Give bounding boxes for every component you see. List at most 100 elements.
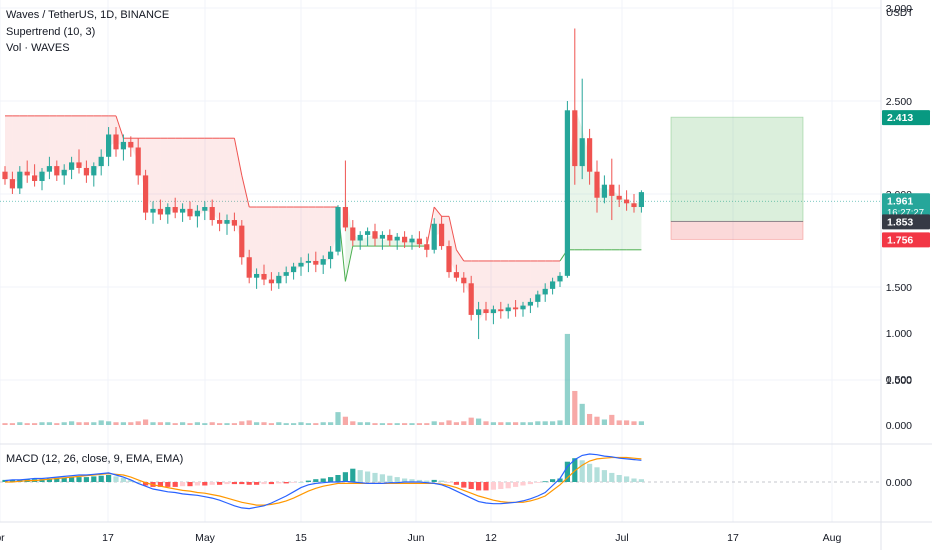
macd-histogram-bar (431, 479, 437, 482)
macd-histogram-bar (394, 477, 400, 482)
candle-body (246, 257, 252, 278)
candle-body (165, 207, 171, 215)
volume-bar (254, 422, 260, 425)
volume-bar (2, 423, 8, 425)
candle-body (609, 184, 615, 196)
macd-histogram-bar (217, 482, 223, 485)
currency-label[interactable]: USDT (886, 8, 914, 19)
macd-histogram-bar (594, 467, 600, 482)
volume-bar (24, 423, 30, 425)
supertrend-band (471, 260, 479, 321)
volume-bar (91, 422, 97, 425)
macd-legend[interactable]: MACD (12, 26, close, 9, EMA, EMA) (6, 453, 184, 465)
macd-histogram-bar (542, 481, 548, 483)
macd-histogram-bar (513, 482, 519, 487)
volume-bar (424, 423, 430, 425)
volume-bar (624, 420, 630, 425)
volume-bar (187, 423, 193, 425)
macd-histogram-bar (320, 478, 326, 482)
candle-body (557, 275, 563, 282)
price-label-text: 1.961 (887, 195, 913, 207)
volume-bar (461, 421, 467, 425)
candle-body (439, 223, 445, 247)
candle-body (387, 234, 393, 241)
macd-histogram-bar (298, 482, 304, 483)
volume-bar (520, 422, 526, 425)
volume-bar (439, 422, 445, 425)
volume-bar (291, 423, 297, 425)
candle-body (616, 195, 622, 200)
volume-bar (9, 423, 15, 425)
volume-bar (542, 421, 548, 425)
volume-bar (587, 413, 593, 425)
macd-histogram-bar (54, 477, 60, 482)
long-position-tool[interactable] (670, 116, 804, 240)
macd-histogram-bar (579, 460, 585, 482)
supertrend-band (5, 115, 13, 183)
macd-histogram-bar (527, 482, 533, 485)
macd-histogram-bar (202, 482, 208, 486)
supertrend-band (493, 260, 501, 315)
volume-bar (483, 421, 489, 425)
volume-bar (231, 423, 237, 425)
price-label-box (882, 214, 930, 230)
macd-histogram-bar (254, 482, 260, 485)
supertrend-band (634, 201, 642, 250)
volume-bar (32, 423, 38, 425)
candle-body (113, 134, 119, 150)
macd-histogram-bar (76, 477, 82, 482)
supertrend-segment (233, 138, 243, 176)
volume-bar (46, 422, 52, 425)
volume-bar (283, 423, 289, 425)
volume-bar (83, 422, 89, 425)
macd-histogram-bar (638, 479, 644, 482)
volume-bar (564, 333, 570, 425)
volume-bar (180, 422, 186, 425)
macd-histogram-bar (106, 475, 112, 482)
countdown-label: 16:27:27 (887, 207, 924, 218)
macd-histogram-bar (328, 477, 334, 482)
volume-bar (350, 421, 356, 425)
macd-histogram-bar (365, 471, 371, 482)
volume-bar (135, 421, 141, 425)
volume-bar (468, 417, 474, 425)
supertrend-legend[interactable]: Supertrend (10, 3) (6, 26, 96, 38)
candle-body (372, 231, 378, 239)
supertrend-band (49, 115, 57, 171)
candle-body (631, 203, 637, 208)
supertrend-band (219, 138, 227, 225)
volume-bar (365, 422, 371, 425)
price-label-box (882, 110, 930, 126)
time-tick-label: Aug (823, 532, 842, 544)
macd-histogram-bar (172, 482, 178, 487)
candle-body (202, 207, 208, 211)
axes: 4.0003.5003.0002.5002.0001.5001.0001.000… (0, 3, 912, 544)
supertrend-band (323, 207, 331, 265)
volume-bar (320, 422, 326, 425)
volume-bar (113, 422, 119, 425)
candle-body (542, 288, 548, 295)
symbol-legend[interactable]: Waves / TetherUS, 1D, BINANCE (6, 9, 170, 21)
macd-histogram-bar (69, 477, 75, 482)
supertrend-band (360, 236, 368, 247)
supertrend-band (604, 189, 612, 250)
supertrend-band (271, 207, 279, 282)
candle-body (209, 207, 215, 221)
volume-legend[interactable]: Vol · WAVES (6, 42, 70, 54)
candle-body (579, 138, 585, 167)
candle-body (143, 175, 149, 213)
candle-body (187, 208, 193, 217)
time-tick-label: 17 (102, 532, 114, 544)
macd-histogram-bar (194, 482, 200, 486)
macd-histogram-bar (505, 482, 511, 489)
macd-histogram-bar (387, 475, 393, 482)
macd-histogram-bar (535, 482, 541, 483)
supertrend-band (12, 115, 20, 183)
candle-body (268, 279, 274, 284)
supertrend-band (42, 115, 50, 180)
price-label-text: 2.413 (887, 112, 913, 124)
supertrend-band (308, 207, 316, 263)
candle-body (305, 260, 311, 263)
candle-body (224, 220, 230, 224)
